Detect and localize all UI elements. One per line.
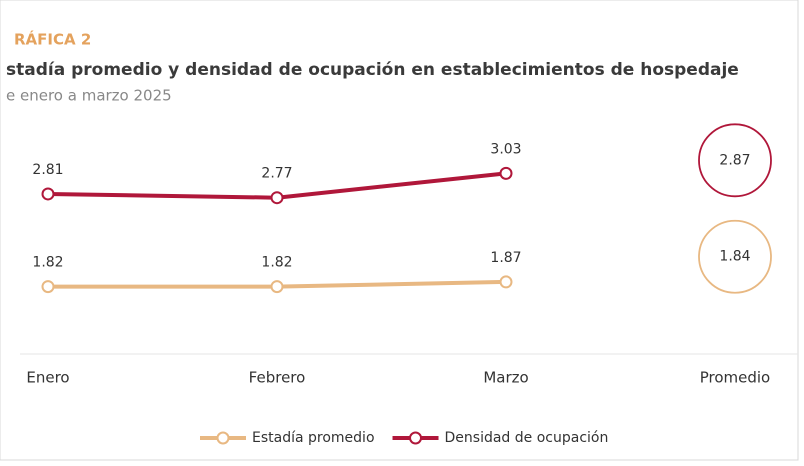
point — [41, 187, 55, 201]
point — [270, 191, 284, 205]
point — [270, 280, 284, 294]
legend-label: Densidad de ocupación — [445, 430, 609, 446]
average-label: 2.87 — [719, 152, 750, 168]
x-tick-label: Febrero — [249, 369, 306, 387]
point — [499, 275, 513, 289]
average-circle — [698, 123, 772, 198]
x-tick-label: Enero — [26, 369, 69, 387]
x-tick-label: Promedio — [700, 369, 771, 387]
data-label: 1.87 — [490, 250, 521, 266]
data-label: 1.82 — [32, 255, 63, 271]
point — [41, 280, 55, 294]
chart-subtitle: e enero a marzo 2025 — [6, 87, 172, 105]
point — [499, 166, 513, 180]
average-circle — [698, 219, 772, 294]
data-label: 3.03 — [490, 141, 521, 157]
chart-kicker: RÁFICA 2 — [14, 30, 91, 49]
data-label: 2.77 — [261, 166, 292, 182]
data-label: 2.81 — [32, 162, 63, 178]
legend-marker — [409, 431, 423, 445]
chart-title: stadía promedio y densidad de ocupación … — [6, 60, 739, 80]
x-tick-label: Marzo — [483, 369, 528, 387]
legend-marker — [216, 431, 230, 445]
average-label: 1.84 — [719, 249, 750, 265]
data-label: 1.82 — [261, 255, 292, 271]
legend-label: Estadía promedio — [252, 430, 375, 446]
